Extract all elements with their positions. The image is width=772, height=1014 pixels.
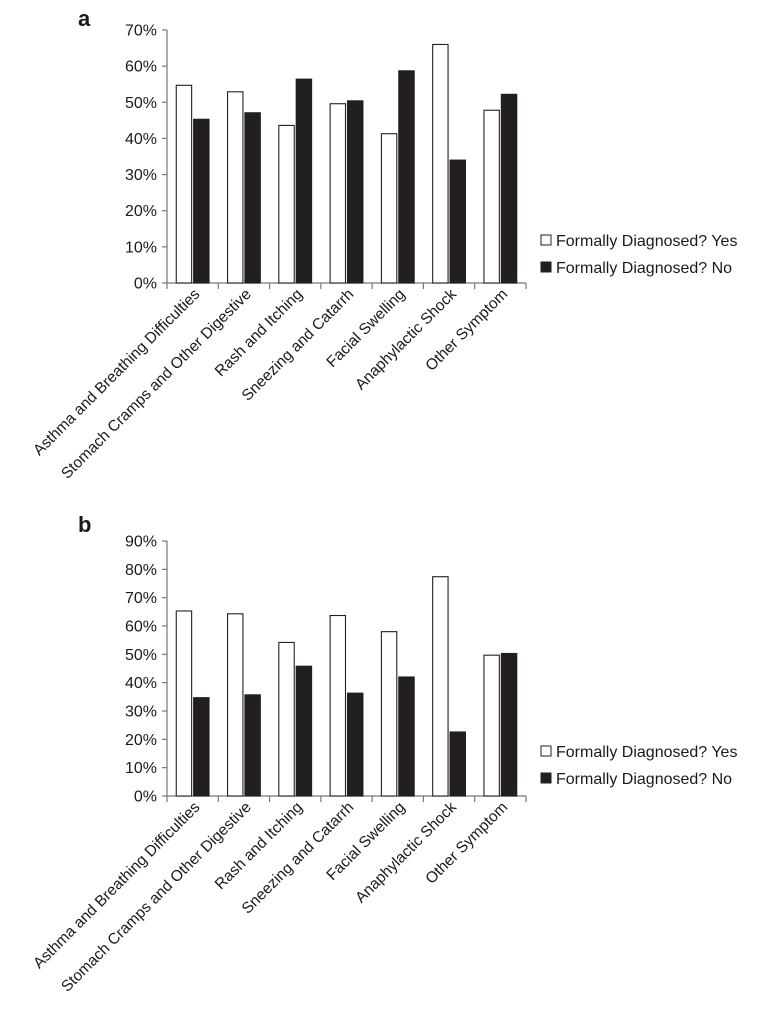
legend-label: Formally Diagnosed? No: [556, 260, 732, 277]
bar-no: [449, 159, 467, 284]
legend-swatch-yes: [540, 745, 552, 757]
legend-label: Formally Diagnosed? Yes: [556, 233, 737, 250]
y-tick-label: 50%: [125, 647, 157, 664]
y-tick-label: 20%: [125, 203, 157, 220]
chart-panel-b: b0%10%20%30%40%50%60%70%80%90%Asthma and…: [30, 512, 737, 995]
bar-yes: [175, 84, 193, 284]
bar-yes: [226, 613, 244, 797]
chart-panel-a: a0%10%20%30%40%50%60%70%Asthma and Breat…: [30, 6, 737, 482]
y-tick-label: 0%: [134, 789, 157, 806]
bar-no: [295, 78, 313, 284]
bar-no: [193, 697, 210, 797]
bar-yes: [226, 91, 244, 284]
bar-no: [193, 118, 210, 284]
panel-letter: a: [78, 6, 91, 31]
bar-no: [500, 652, 518, 797]
x-category-label: Anaphylactic Shock: [352, 286, 460, 394]
bar-yes: [329, 103, 347, 284]
legend-label: Formally Diagnosed? Yes: [556, 744, 737, 761]
y-tick-label: 80%: [125, 562, 157, 579]
bar-yes: [278, 641, 295, 797]
x-category-label: Stomach Cramps and Other Digestive: [58, 286, 255, 483]
panel-letter: b: [78, 512, 91, 537]
x-category-label: Anaphylactic Shock: [352, 799, 460, 907]
y-tick-label: 70%: [125, 23, 157, 40]
y-tick-label: 30%: [125, 167, 157, 184]
bar-yes: [432, 43, 449, 284]
y-tick-label: 60%: [125, 59, 157, 76]
bar-no: [244, 694, 261, 797]
x-category-label: Rash and Itching: [212, 799, 306, 893]
y-tick-label: 10%: [125, 239, 157, 256]
bar-no: [398, 70, 415, 284]
bar-no: [346, 100, 364, 284]
bar-yes: [175, 610, 193, 797]
bar-no: [500, 93, 518, 284]
bar-yes: [432, 576, 449, 797]
bar-yes: [329, 614, 347, 797]
bar-yes: [278, 124, 295, 284]
y-tick-label: 50%: [125, 95, 157, 112]
bar-no: [244, 112, 261, 284]
y-tick-label: 10%: [125, 760, 157, 777]
y-tick-label: 0%: [134, 276, 157, 293]
bar-no: [398, 676, 415, 797]
bar-no: [449, 731, 467, 797]
y-tick-label: 70%: [125, 590, 157, 607]
bar-yes: [483, 654, 500, 797]
bar-yes: [380, 133, 398, 284]
legend-swatch-no: [540, 772, 552, 784]
legend-swatch-yes: [540, 234, 552, 246]
x-category-label: Stomach Cramps and Other Digestive: [58, 799, 255, 996]
x-category-label: Rash and Itching: [212, 286, 306, 380]
y-tick-label: 90%: [125, 534, 157, 551]
bar-yes: [483, 109, 500, 284]
y-tick-label: 40%: [125, 675, 157, 692]
y-tick-label: 60%: [125, 619, 157, 636]
y-tick-label: 30%: [125, 704, 157, 721]
y-tick-label: 40%: [125, 131, 157, 148]
legend-swatch-no: [540, 261, 552, 273]
bar-yes: [380, 631, 398, 797]
legend-label: Formally Diagnosed? No: [556, 771, 732, 788]
bar-no: [346, 692, 364, 797]
bar-no: [295, 665, 313, 797]
y-tick-label: 20%: [125, 732, 157, 749]
